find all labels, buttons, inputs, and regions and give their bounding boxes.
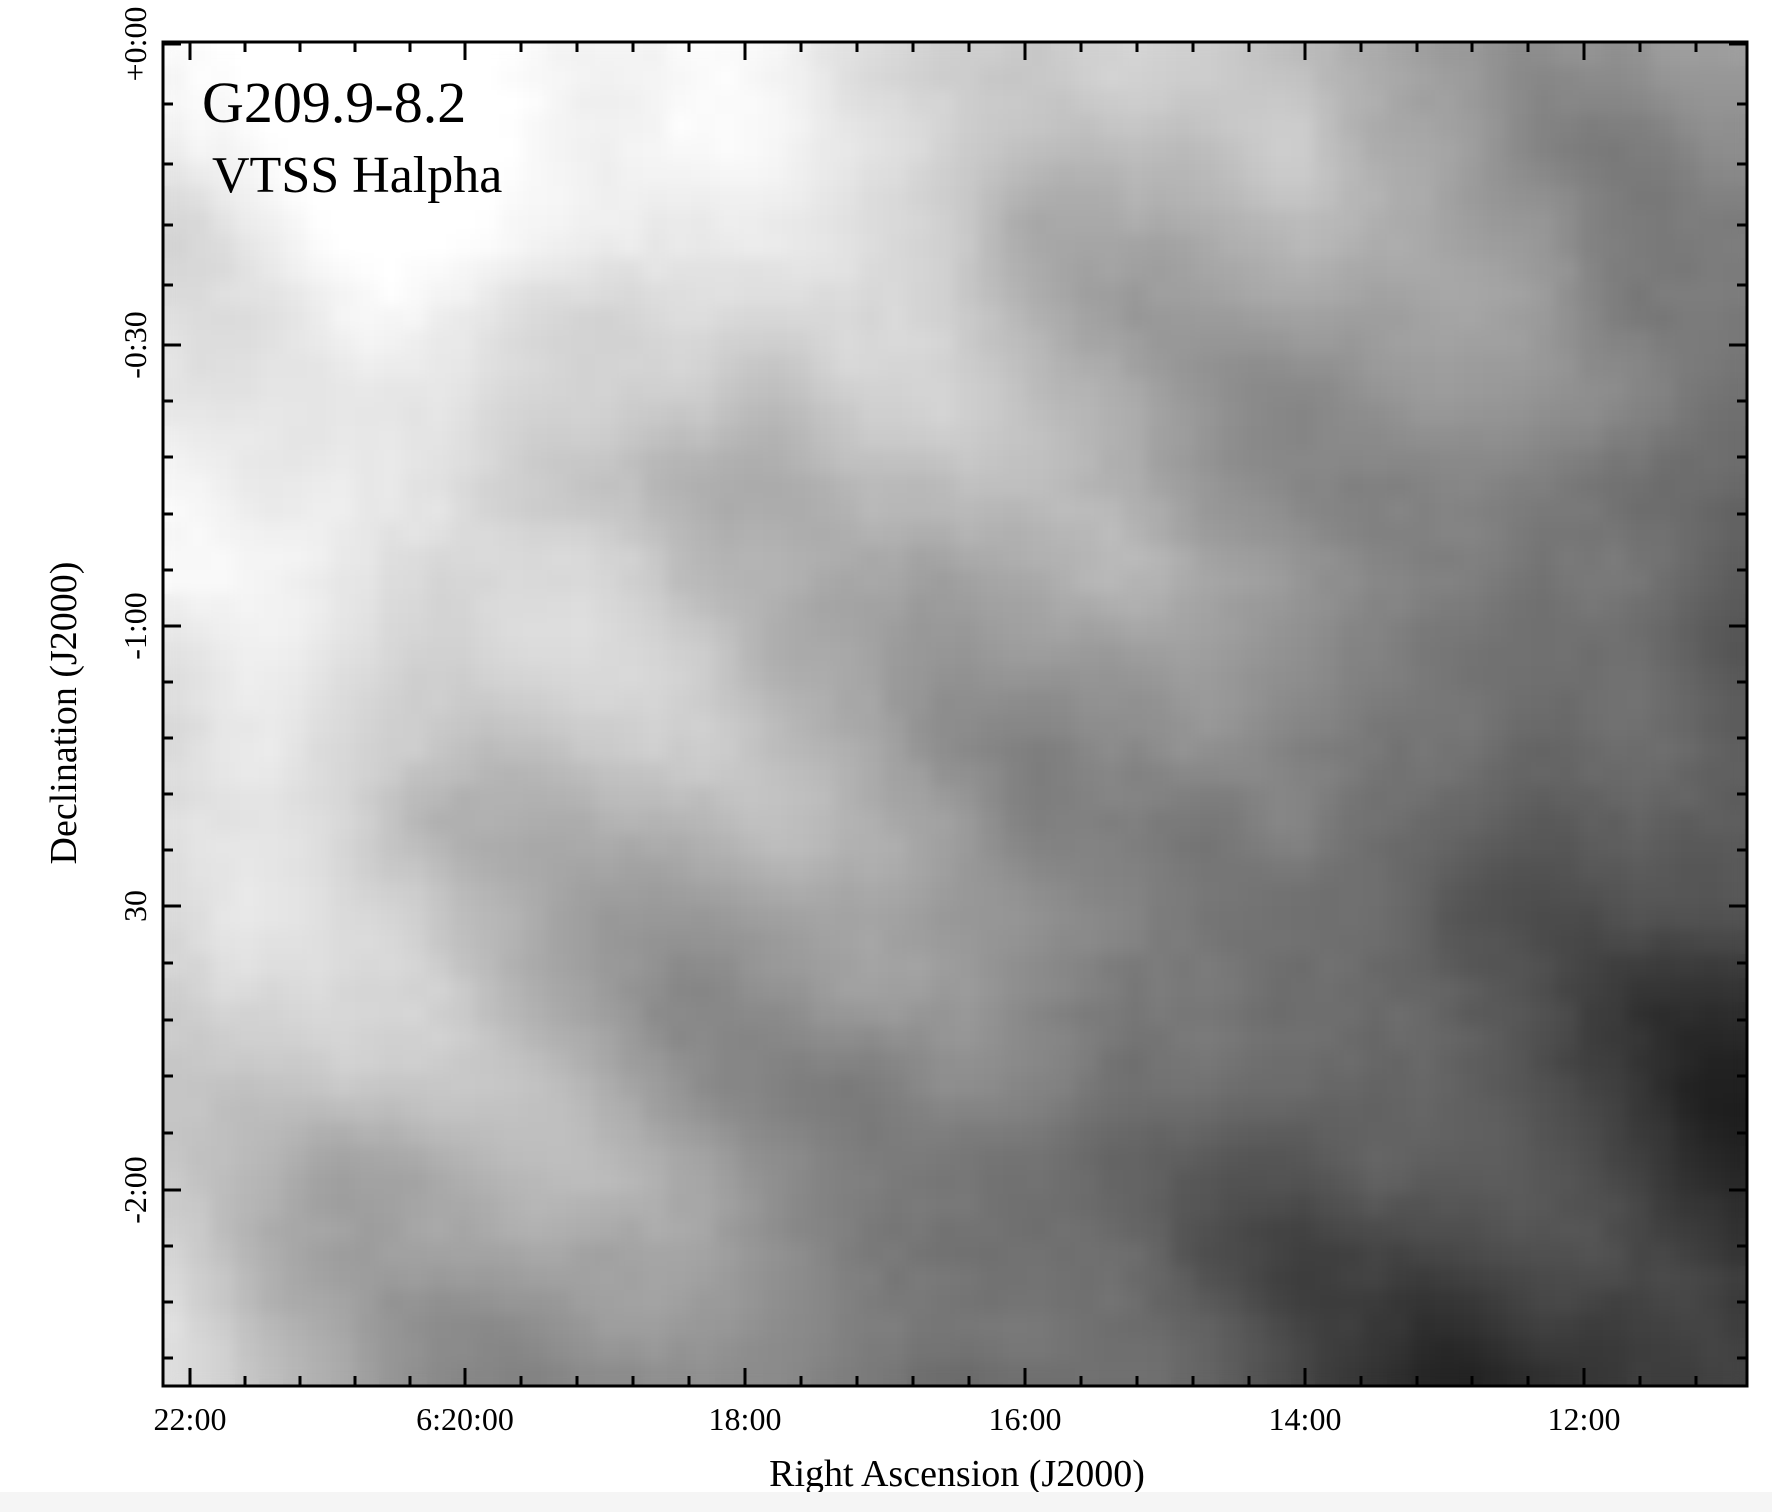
- bottom-margin: [0, 1492, 1772, 1512]
- x-tick-label-22-00: 22:00: [154, 1401, 227, 1437]
- y-tick-label-minus-1-00: -1:00: [117, 592, 153, 660]
- y-tick-label-minus-2-00: -2:00: [117, 1156, 153, 1224]
- x-tick-label-16-00: 16:00: [989, 1401, 1062, 1437]
- y-tick-label-plus-0-00: +0:00: [117, 7, 153, 82]
- x-tick-label-12-00: 12:00: [1548, 1401, 1621, 1437]
- x-tick-label-14-00: 14:00: [1269, 1401, 1342, 1437]
- x-axis-title: Right Ascension (J2000): [769, 1453, 1145, 1495]
- plot-frame: [161, 40, 1749, 1388]
- image-subtitle: VTSS Halpha: [212, 147, 503, 204]
- x-tick-label-6-20-00: 6:20:00: [416, 1401, 514, 1437]
- y-axis-title: Declination (J2000): [43, 562, 85, 865]
- halpha-intensity-map: [163, 42, 1747, 1386]
- minor-ticks: [163, 42, 1747, 1386]
- image-title: G209.9-8.2: [202, 70, 467, 135]
- y-tick-label-30: 30: [117, 890, 153, 922]
- x-tick-label-18-00: 18:00: [709, 1401, 782, 1437]
- y-tick-label-minus-0-30: -0:30: [117, 311, 153, 379]
- major-ticks: [163, 42, 1747, 1386]
